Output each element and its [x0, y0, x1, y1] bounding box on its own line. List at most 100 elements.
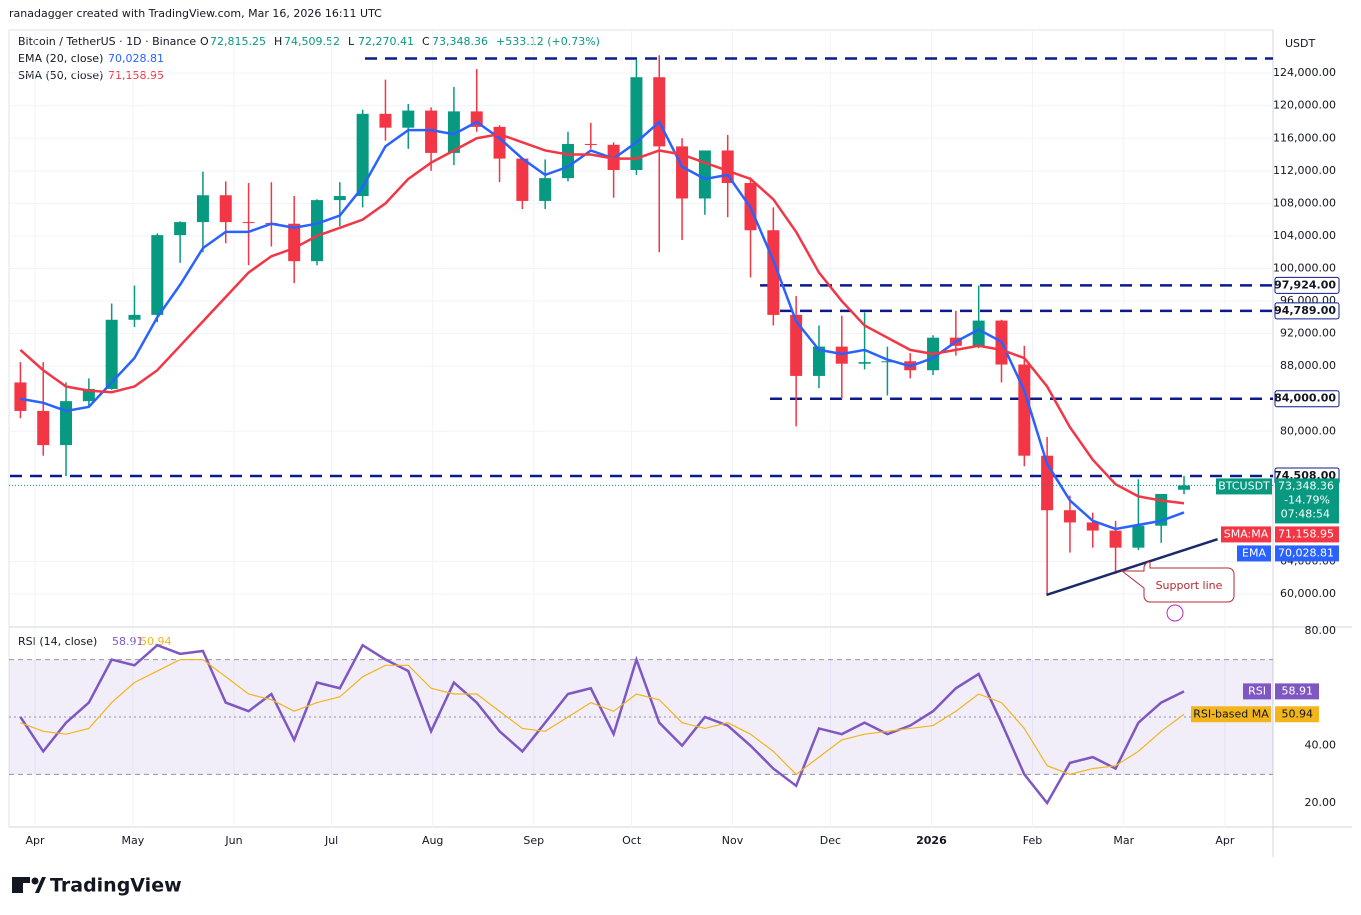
rsi-tag: 50.94	[1282, 707, 1314, 720]
candle-body	[972, 320, 985, 346]
y-tick-label: 108,000.00	[1273, 196, 1336, 209]
level-label-box	[1274, 302, 1340, 320]
x-tick-label: Nov	[722, 834, 744, 847]
candle-body	[561, 143, 574, 179]
candle-body	[242, 222, 255, 224]
ema-legend: EMA (20, close)	[18, 52, 103, 65]
candle-body	[881, 361, 894, 363]
quote-key: L	[348, 35, 355, 48]
candle-body	[37, 410, 50, 446]
level-label: 97,924.00	[1274, 278, 1336, 291]
candle-body	[1109, 530, 1122, 548]
rsi-legend-value: 58.91	[112, 635, 144, 648]
candle-body	[1063, 510, 1076, 523]
rsi-tag-name: RSI	[1248, 684, 1266, 697]
sma-legend-value: 71,158.95	[108, 69, 164, 82]
author-line: ranadagger created with TradingView.com,…	[9, 7, 382, 20]
candle-body	[584, 143, 597, 145]
quote-key: H	[274, 35, 282, 48]
candle-body	[288, 223, 301, 262]
candle-body	[1018, 364, 1031, 456]
x-tick-label: Aug	[422, 834, 443, 847]
candle-body	[630, 77, 643, 170]
rsi-tick-label: 80.00	[1305, 624, 1337, 637]
candle-body	[196, 195, 209, 223]
x-tick-label: 2026	[916, 834, 947, 847]
y-tick-label: 60,000.00	[1280, 587, 1336, 600]
rsi-tick-label: 40.00	[1305, 739, 1337, 752]
candle-body	[219, 195, 232, 223]
y-tick-label: 88,000.00	[1280, 359, 1336, 372]
sma-legend: SMA (50, close)	[18, 69, 103, 82]
quote-key: O	[200, 35, 209, 48]
brand-logo: TradingView	[12, 875, 182, 897]
ma-line	[20, 119, 1185, 531]
rsi-tag-name: RSI-based MA	[1193, 707, 1269, 720]
currency: USDT	[1285, 37, 1316, 50]
ma-tag: 71,158.95	[1278, 527, 1334, 540]
candle-body	[539, 178, 552, 201]
rsi-line	[20, 658, 1185, 776]
level-label: 84,000.00	[1274, 392, 1336, 405]
x-tick-label: Dec	[820, 834, 841, 847]
candle-body	[151, 235, 164, 315]
candle-body	[402, 110, 415, 128]
ma-tag-box	[1275, 545, 1339, 562]
brand: TradingView	[50, 875, 182, 897]
price-tag-box	[1275, 478, 1339, 524]
rsi-ma-legend-value: 50.94	[140, 635, 172, 648]
candle-body	[721, 150, 734, 184]
candle-body	[311, 200, 324, 262]
candle-body	[128, 314, 141, 320]
candle-body	[174, 222, 187, 236]
ma-tag-name-box	[1237, 545, 1271, 562]
ma-tag-name-box	[1221, 526, 1271, 543]
y-tick-label: 124,000.00	[1273, 66, 1336, 79]
quote-change: +533.12 (+0.73%)	[496, 35, 600, 48]
candle-body	[356, 113, 369, 197]
rsi-tag-name-box	[1243, 683, 1271, 700]
level-label-box	[1274, 276, 1340, 294]
candle-body	[812, 346, 825, 376]
candle-body	[379, 113, 392, 128]
candle-body	[333, 196, 346, 201]
rsi-tag-box	[1275, 683, 1319, 700]
ma-tag: 70,028.81	[1278, 546, 1334, 559]
y-tick-label: 92,000.00	[1280, 327, 1336, 340]
candle-body	[447, 111, 460, 153]
quote: O 72,815.25 H 74,509.52 L 72,270.41 C 73,348.36…	[200, 35, 600, 48]
candle-body	[60, 401, 73, 446]
ma-tag-name: EMA	[1242, 546, 1266, 559]
y-tick-label: 104,000.00	[1273, 229, 1336, 242]
rsi-legend: RSI (14, close)	[18, 635, 97, 648]
x-tick-label: Apr	[1215, 834, 1235, 847]
candle-body	[858, 362, 871, 364]
rsi-tag-box	[1275, 706, 1319, 723]
ema-legend-value: 70,028.81	[108, 52, 164, 65]
rsi-tick-label: 20.00	[1305, 796, 1337, 809]
ma-tag-box	[1275, 526, 1339, 543]
quote-value: 72,270.41	[358, 35, 414, 48]
rsi-tag-name-box	[1191, 706, 1271, 723]
x-tick-label: Mar	[1113, 834, 1134, 847]
y-tick-label: 120,000.00	[1273, 99, 1336, 112]
candle-body	[1132, 525, 1145, 548]
x-tick-label: Feb	[1023, 834, 1042, 847]
candle-body	[425, 110, 438, 153]
candle-body	[105, 319, 118, 389]
support-line	[1046, 537, 1218, 597]
candle-body	[1086, 522, 1099, 531]
x-tick-label: Sep	[523, 834, 544, 847]
quote-value: 74,509.52	[284, 35, 340, 48]
quote-value: 73,348.36	[432, 35, 488, 48]
ma-line	[19, 132, 1185, 505]
callout-text: Support line	[1156, 579, 1223, 592]
x-tick-label: May	[122, 834, 145, 847]
y-tick-label: 100,000.00	[1273, 261, 1336, 274]
alert-icon	[1166, 604, 1184, 622]
ticker-tag: BTCUSDT	[1218, 479, 1270, 492]
candle-body	[14, 382, 27, 411]
level-label: 94,789.00	[1274, 304, 1336, 317]
